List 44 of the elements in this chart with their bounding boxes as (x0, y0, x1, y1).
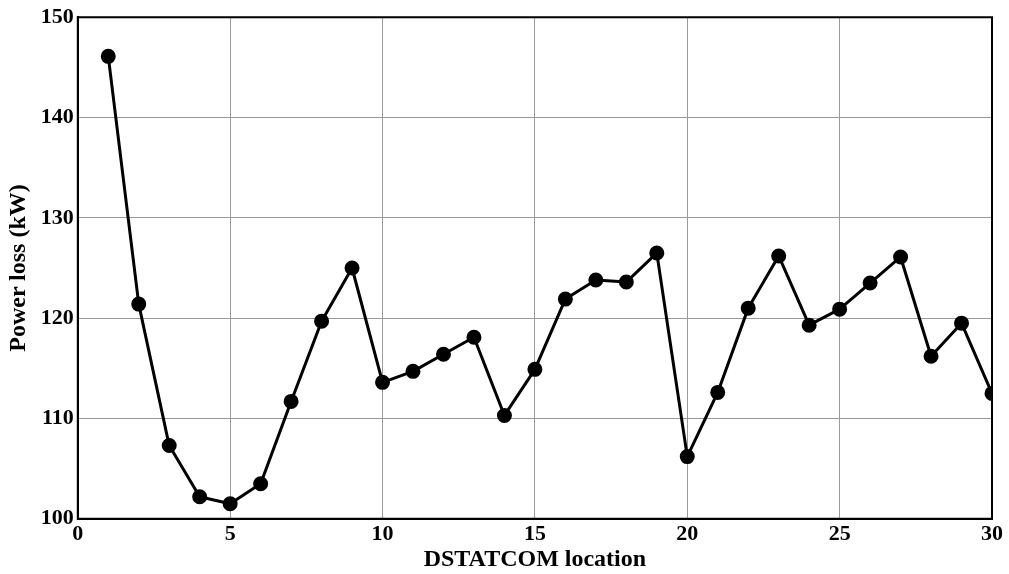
point (283, 393, 299, 409)
point (435, 346, 451, 362)
point (771, 248, 787, 264)
point (893, 249, 909, 265)
point (588, 272, 604, 288)
point (618, 274, 634, 290)
point (527, 361, 543, 377)
point (496, 407, 512, 423)
point (131, 296, 147, 312)
x-tick-label: 15 (523, 519, 546, 545)
point (801, 317, 817, 333)
point (314, 313, 330, 329)
point (466, 329, 482, 345)
point (557, 291, 573, 307)
point (161, 438, 177, 454)
point (710, 384, 726, 400)
y-tick-label: 110 (42, 404, 74, 430)
point (954, 315, 970, 331)
point (649, 245, 665, 261)
x-tick-label: 5 (224, 519, 236, 545)
x-tick-label: 0 (72, 519, 84, 545)
point (344, 260, 360, 276)
x-tick-label: 25 (828, 519, 851, 545)
x-tick-label: 20 (676, 519, 699, 545)
point (923, 348, 939, 364)
y-tick-label: 150 (40, 2, 74, 28)
point (192, 489, 208, 505)
point (740, 300, 756, 316)
point (375, 374, 391, 390)
point (253, 476, 269, 492)
point (832, 301, 848, 317)
x-tick-label: 30 (981, 519, 1003, 545)
y-axis-title: Power loss (kW) (3, 184, 30, 352)
y-tick-label: 140 (40, 103, 74, 129)
point (100, 48, 116, 64)
y-tick-label: 120 (40, 303, 74, 329)
point (679, 449, 695, 465)
y-tick-label: 130 (40, 203, 74, 229)
y-tick-label: 100 (40, 504, 74, 530)
point (405, 363, 421, 379)
point (862, 275, 878, 291)
x-tick-label: 10 (371, 519, 394, 545)
point (222, 496, 238, 512)
x-axis-title: DSTATCOM location (423, 544, 647, 571)
